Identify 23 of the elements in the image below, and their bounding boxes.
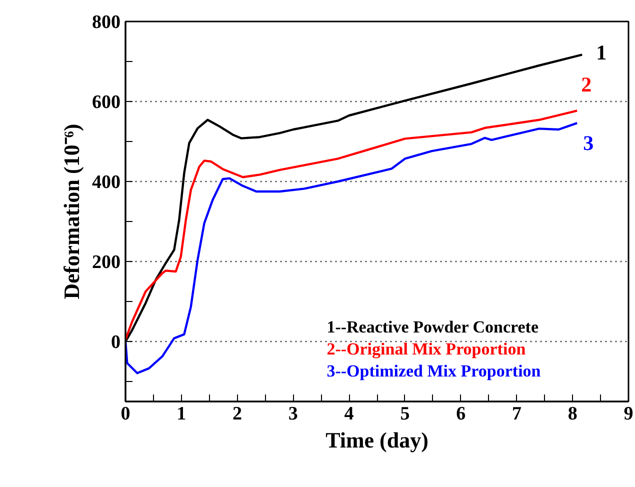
- x-tick-label: 2: [232, 404, 242, 424]
- x-tick-label: 9: [624, 404, 634, 424]
- text: 3--Optimized Mix Proportion: [326, 362, 542, 381]
- x-tick-label: 5: [400, 404, 410, 424]
- y-tick-label: 400: [92, 172, 120, 193]
- annotation: 2: [581, 72, 592, 97]
- text: 1--Reactive Powder Concrete: [326, 318, 539, 337]
- line-series: [126, 110, 578, 341]
- x-tick-label: 7: [512, 404, 522, 424]
- y-tick-label: 600: [92, 92, 120, 113]
- x-tick-label: 4: [344, 404, 354, 424]
- y-axis-title: Deformation (10⁻⁶): [59, 124, 84, 300]
- text: 2--Original Mix Proportion: [326, 340, 526, 359]
- x-tick-label: 8: [568, 404, 578, 424]
- x-axis-title: Time (day): [326, 428, 428, 452]
- annotation: 1: [596, 40, 607, 65]
- x-tick-label: 6: [456, 404, 466, 424]
- x-tick-label: 3: [288, 404, 298, 424]
- y-tick-label: 800: [92, 12, 120, 33]
- x-tick-label: 1: [176, 404, 186, 424]
- y-tick-label: 200: [92, 252, 120, 273]
- annotation: 3: [583, 131, 594, 156]
- y-tick-label: 0: [111, 332, 120, 353]
